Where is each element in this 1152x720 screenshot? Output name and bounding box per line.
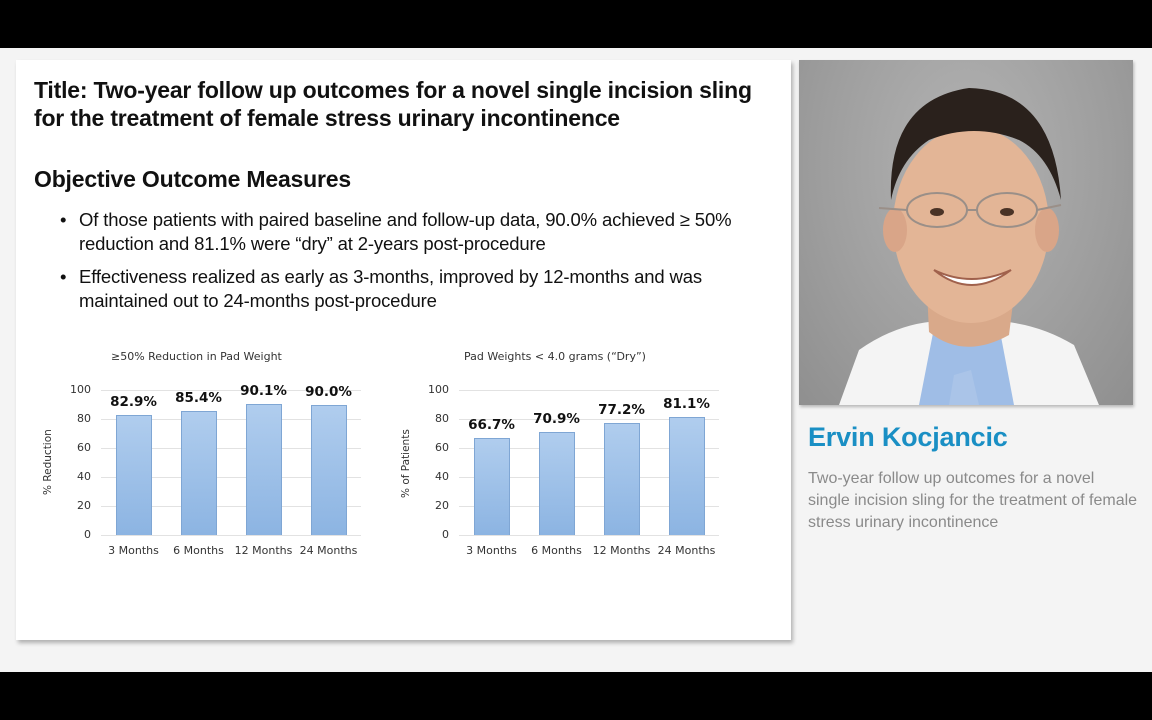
bar-data-label: 90.1% xyxy=(240,383,287,400)
slide-title: Title: Two-year follow up outcomes for a… xyxy=(34,77,752,131)
y-tick: 80 xyxy=(435,412,449,425)
bar xyxy=(245,404,282,535)
gridline xyxy=(459,477,719,478)
x-tick: 3 Months xyxy=(466,544,517,557)
gridline xyxy=(459,419,719,420)
bar xyxy=(603,423,640,535)
chart-title: Pad Weights < 4.0 grams (“Dry”) xyxy=(464,350,646,363)
x-tick: 6 Months xyxy=(173,544,224,557)
gridline xyxy=(459,390,719,391)
x-tick: 3 Months xyxy=(108,544,159,557)
gridline xyxy=(459,448,719,449)
bullet-item: • Of those patients with paired baseline … xyxy=(60,209,732,254)
bar-data-label: 77.2% xyxy=(598,402,645,419)
y-tick: 40 xyxy=(77,470,91,483)
x-tick: 6 Months xyxy=(531,544,582,557)
bar xyxy=(473,438,510,535)
y-tick: 60 xyxy=(77,441,91,454)
chart-title: ≥50% Reduction in Pad Weight xyxy=(111,350,282,363)
y-tick: 100 xyxy=(428,383,449,396)
bar xyxy=(115,414,152,535)
y-tick: 60 xyxy=(435,441,449,454)
gridline xyxy=(101,506,361,507)
bullet-item: • Effectiveness realized as early as 3-mo… xyxy=(60,266,703,311)
letterbox-bottom xyxy=(0,672,1152,720)
gridline xyxy=(101,535,361,536)
bar xyxy=(538,432,575,535)
video-stage: Title: Two-year follow up outcomes for a… xyxy=(0,48,1152,672)
speaker-portrait-icon xyxy=(839,88,1099,405)
gridline xyxy=(459,506,719,507)
gridline xyxy=(101,448,361,449)
y-tick: 20 xyxy=(77,499,91,512)
bar-data-label: 90.0% xyxy=(305,383,352,400)
chart-pad-weight-reduction: ≥50% Reduction in Pad Weight % Reduction 1… xyxy=(36,348,376,568)
presentation-slide: Title: Two-year follow up outcomes for a… xyxy=(16,60,791,640)
speaker-photo xyxy=(799,60,1133,405)
bar xyxy=(668,417,705,535)
bar xyxy=(310,404,347,535)
x-tick: 24 Months xyxy=(299,544,358,557)
gridline xyxy=(101,477,361,478)
gridline xyxy=(101,390,361,391)
gridline xyxy=(459,535,719,536)
speaker-name: Ervin Kocjancic xyxy=(808,422,1008,452)
bar-data-label: 82.9% xyxy=(110,393,157,410)
bar xyxy=(180,411,217,535)
speaker-description: Two-year follow up outcomes for a novel … xyxy=(808,470,1138,531)
y-axis-label: % Reduction xyxy=(42,428,54,495)
gridline xyxy=(101,419,361,420)
chart-dry-patients: Pad Weights < 4.0 grams (“Dry”) % of Pati… xyxy=(394,348,724,568)
x-tick: 12 Months xyxy=(234,544,293,557)
y-tick: 0 xyxy=(84,528,91,541)
bar-data-label: 66.7% xyxy=(468,417,515,434)
x-tick: 24 Months xyxy=(657,544,716,557)
bullet-list: • Of those patients with paired baseline … xyxy=(58,208,758,322)
x-tick: 12 Months xyxy=(592,544,651,557)
y-tick: 100 xyxy=(70,383,91,396)
y-tick: 0 xyxy=(442,528,449,541)
letterbox-top xyxy=(0,0,1152,48)
y-tick: 20 xyxy=(435,499,449,512)
y-tick: 40 xyxy=(435,470,449,483)
bullet-icon: • xyxy=(60,266,67,287)
y-axis-label: % of Patients xyxy=(400,428,412,498)
y-tick: 80 xyxy=(77,412,91,425)
bar-data-label: 70.9% xyxy=(533,411,580,428)
bar-data-label: 85.4% xyxy=(175,390,222,407)
bullet-icon: • xyxy=(60,209,67,230)
bar-data-label: 81.1% xyxy=(663,396,710,413)
slide-subtitle: Objective Outcome Measures xyxy=(34,166,351,192)
